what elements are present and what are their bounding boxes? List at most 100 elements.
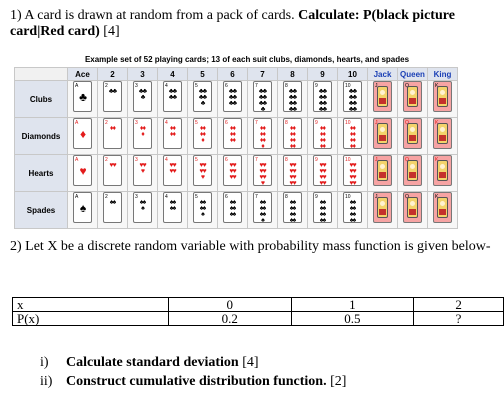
playing-card: Q (403, 81, 422, 112)
face-card-figure-icon (437, 86, 448, 107)
card-cell: J (367, 80, 398, 118)
card-cell: 7 ♠♠ ♠♠ ♠♠ ♠ (247, 191, 278, 229)
card-cell: 9♥♥ ♥♥ ♥♥ ♥♥ ♥ (307, 154, 338, 192)
card-cell: 2 ♣♣ (97, 80, 128, 118)
question-2: 2) Let X be a discrete random variable w… (10, 239, 491, 254)
rank-header: 9 (307, 67, 338, 81)
card-index: J (375, 120, 378, 126)
card-cell: 10♣♣ ♣♣ ♣♣ ♣♣ ♣♣ (337, 80, 368, 118)
rank-header: Ace (67, 67, 98, 81)
card-cell: Q (397, 154, 428, 192)
playing-card: 2 ♦♦ (103, 118, 122, 149)
playing-card: 9♠♠ ♠♠ ♠♠ ♠♠ ♠ (313, 192, 332, 223)
card-index: 9 (315, 194, 318, 200)
card-index: A (75, 83, 79, 89)
playing-card: Q (403, 118, 422, 149)
hearts-pip-icon: ♥♥ (109, 162, 116, 169)
card-cell: 3 ♠♠ ♠ (127, 191, 158, 229)
spades-pip-icon: ♠♠ ♠♠ (169, 199, 176, 212)
sub-question-text: Construct cumulative distribution functi… (66, 374, 327, 389)
suit-row-diamonds: Diamonds A ♦ 2 ♦♦ 3 ♦♦ ♦ 4 ♦♦ ♦♦ 5 ♦♦ ♦♦ ♦ 6 ♦♦ ♦♦ ♦… (14, 117, 458, 155)
clubs-pip-icon: ♣♣ ♣ (138, 88, 147, 101)
question-1-bold: Calculate: P(black picture card|Red card… (10, 8, 455, 39)
face-card-figure-icon (377, 197, 388, 218)
card-index: 5 (195, 120, 198, 126)
card-cell: 7 ♦♦ ♦♦ ♦♦ ♦ (247, 117, 278, 155)
playing-card: Q (403, 192, 422, 223)
card-index: 6 (225, 194, 228, 200)
card-index: 3 (135, 83, 138, 89)
card-cell: 7 ♥♥ ♥♥ ♥♥ ♥ (247, 154, 278, 192)
suit-row-hearts: Hearts A ♥ 2 ♥♥ 3 ♥♥ ♥ 4 ♥♥ ♥♥ 5 ♥♥ ♥♥ ♥ 6 ♥♥ ♥♥ ♥♥ 7… (14, 154, 458, 192)
playing-card: 4 ♣♣ ♣♣ (163, 81, 182, 112)
spades-pip-icon: ♠♠ ♠♠ ♠♠ ♠♠ (289, 199, 296, 223)
card-cell: 6 ♦♦ ♦♦ ♦♦ (217, 117, 248, 155)
rank-header: 6 (217, 67, 248, 81)
playing-card: 5 ♠♠ ♠♠ ♠ (193, 192, 212, 223)
card-cell: 7 ♣♣ ♣♣ ♣♣ ♣ (247, 80, 278, 118)
suit-label: Hearts (14, 154, 68, 192)
pmf-x-value: 0 (168, 297, 292, 312)
card-index: J (375, 83, 378, 89)
spades-pip-icon: ♠♠ ♠♠ ♠♠ ♠ (259, 199, 266, 223)
sub-question-marks: [4] (238, 355, 259, 370)
playing-card: 10♣♣ ♣♣ ♣♣ ♣♣ ♣♣ (343, 81, 362, 112)
card-index: 3 (135, 120, 138, 126)
hearts-pip-icon: ♥♥ ♥♥ (169, 162, 176, 175)
card-index: K (435, 193, 438, 201)
playing-card: 6 ♣♣ ♣♣ ♣♣ (223, 81, 242, 112)
card-cell: Q (397, 80, 428, 118)
rank-header: 10 (337, 67, 368, 81)
pmf-x-label: x (11, 297, 170, 312)
card-index: 7 (255, 83, 258, 89)
card-cell: 9♣♣ ♣♣ ♣♣ ♣♣ ♣ (307, 80, 338, 118)
card-index: 10 (345, 120, 351, 126)
card-cell: 3 ♣♣ ♣ (127, 80, 158, 118)
card-index: 8 (285, 194, 288, 200)
card-cell: K (427, 117, 458, 155)
card-index: 9 (315, 120, 318, 126)
playing-card: 8 ♥♥ ♥♥ ♥♥ ♥♥ (283, 155, 302, 186)
face-card-figure-icon (407, 160, 418, 181)
spades-pip-icon: ♠♠ ♠ (139, 199, 146, 212)
card-cell: 8 ♥♥ ♥♥ ♥♥ ♥♥ (277, 154, 308, 192)
face-card-figure-icon (407, 86, 418, 107)
pmf-prob-row: P(x) 0.2 0.5 ? (11, 311, 504, 326)
card-index: 7 (255, 157, 258, 163)
spades-pip-icon: ♠♠ ♠♠ ♠♠ (229, 199, 236, 218)
playing-card: 3 ♦♦ ♦ (133, 118, 152, 149)
playing-card: K (433, 192, 452, 223)
card-cell: 10♠♠ ♠♠ ♠♠ ♠♠ ♠♠ (337, 191, 368, 229)
clubs-pip-icon: ♣♣ ♣♣ ♣♣ ♣♣ ♣♣ (348, 88, 357, 112)
playing-card: K (433, 81, 452, 112)
rank-header: 7 (247, 67, 278, 81)
card-index: 3 (135, 194, 138, 200)
hearts-pip-icon: ♥♥ ♥♥ ♥♥ ♥♥ ♥ (319, 162, 326, 186)
playing-card: 4 ♠♠ ♠♠ (163, 192, 182, 223)
card-cell: 4 ♥♥ ♥♥ (157, 154, 188, 192)
spades-pip-icon: ♠♠ ♠♠ ♠♠ ♠♠ ♠ (319, 199, 326, 223)
card-cell: 5 ♠♠ ♠♠ ♠ (187, 191, 218, 229)
suit-row-spades: Spades A ♠ 2 ♠♠ 3 ♠♠ ♠ 4 ♠♠ ♠♠ 5 ♠♠ ♠♠ ♠ 6 ♠♠ ♠♠ ♠♠ 7… (14, 191, 458, 229)
playing-card: Q (403, 155, 422, 186)
playing-card: 5 ♣♣ ♣♣ ♣ (193, 81, 212, 112)
card-index: Q (405, 193, 409, 201)
rank-header: 5 (187, 67, 218, 81)
playing-card: A ♥ (73, 155, 92, 186)
pmf-p-label: P(x) (11, 311, 170, 326)
playing-card: 5 ♥♥ ♥♥ ♥ (193, 155, 212, 186)
card-cell: 6 ♥♥ ♥♥ ♥♥ (217, 154, 248, 192)
card-cell: 8 ♦♦ ♦♦ ♦♦ ♦♦ (277, 117, 308, 155)
card-cell: 5 ♦♦ ♦♦ ♦ (187, 117, 218, 155)
card-index: 4 (165, 83, 168, 89)
playing-card: A ♠ (73, 192, 92, 223)
playing-cards-figure: Example set of 52 playing cards; 13 of e… (14, 55, 480, 229)
card-cell: J (367, 117, 398, 155)
card-index: 10 (345, 83, 351, 89)
playing-card: 7 ♦♦ ♦♦ ♦♦ ♦ (253, 118, 272, 149)
question-1: 1) A card is drawn at random from a pack… (10, 8, 496, 40)
card-cell: 4 ♦♦ ♦♦ (157, 117, 188, 155)
pmf-p-value: 0.2 (168, 311, 292, 326)
playing-card: 10♥♥ ♥♥ ♥♥ ♥♥ ♥♥ (343, 155, 362, 186)
face-card-figure-icon (437, 197, 448, 218)
